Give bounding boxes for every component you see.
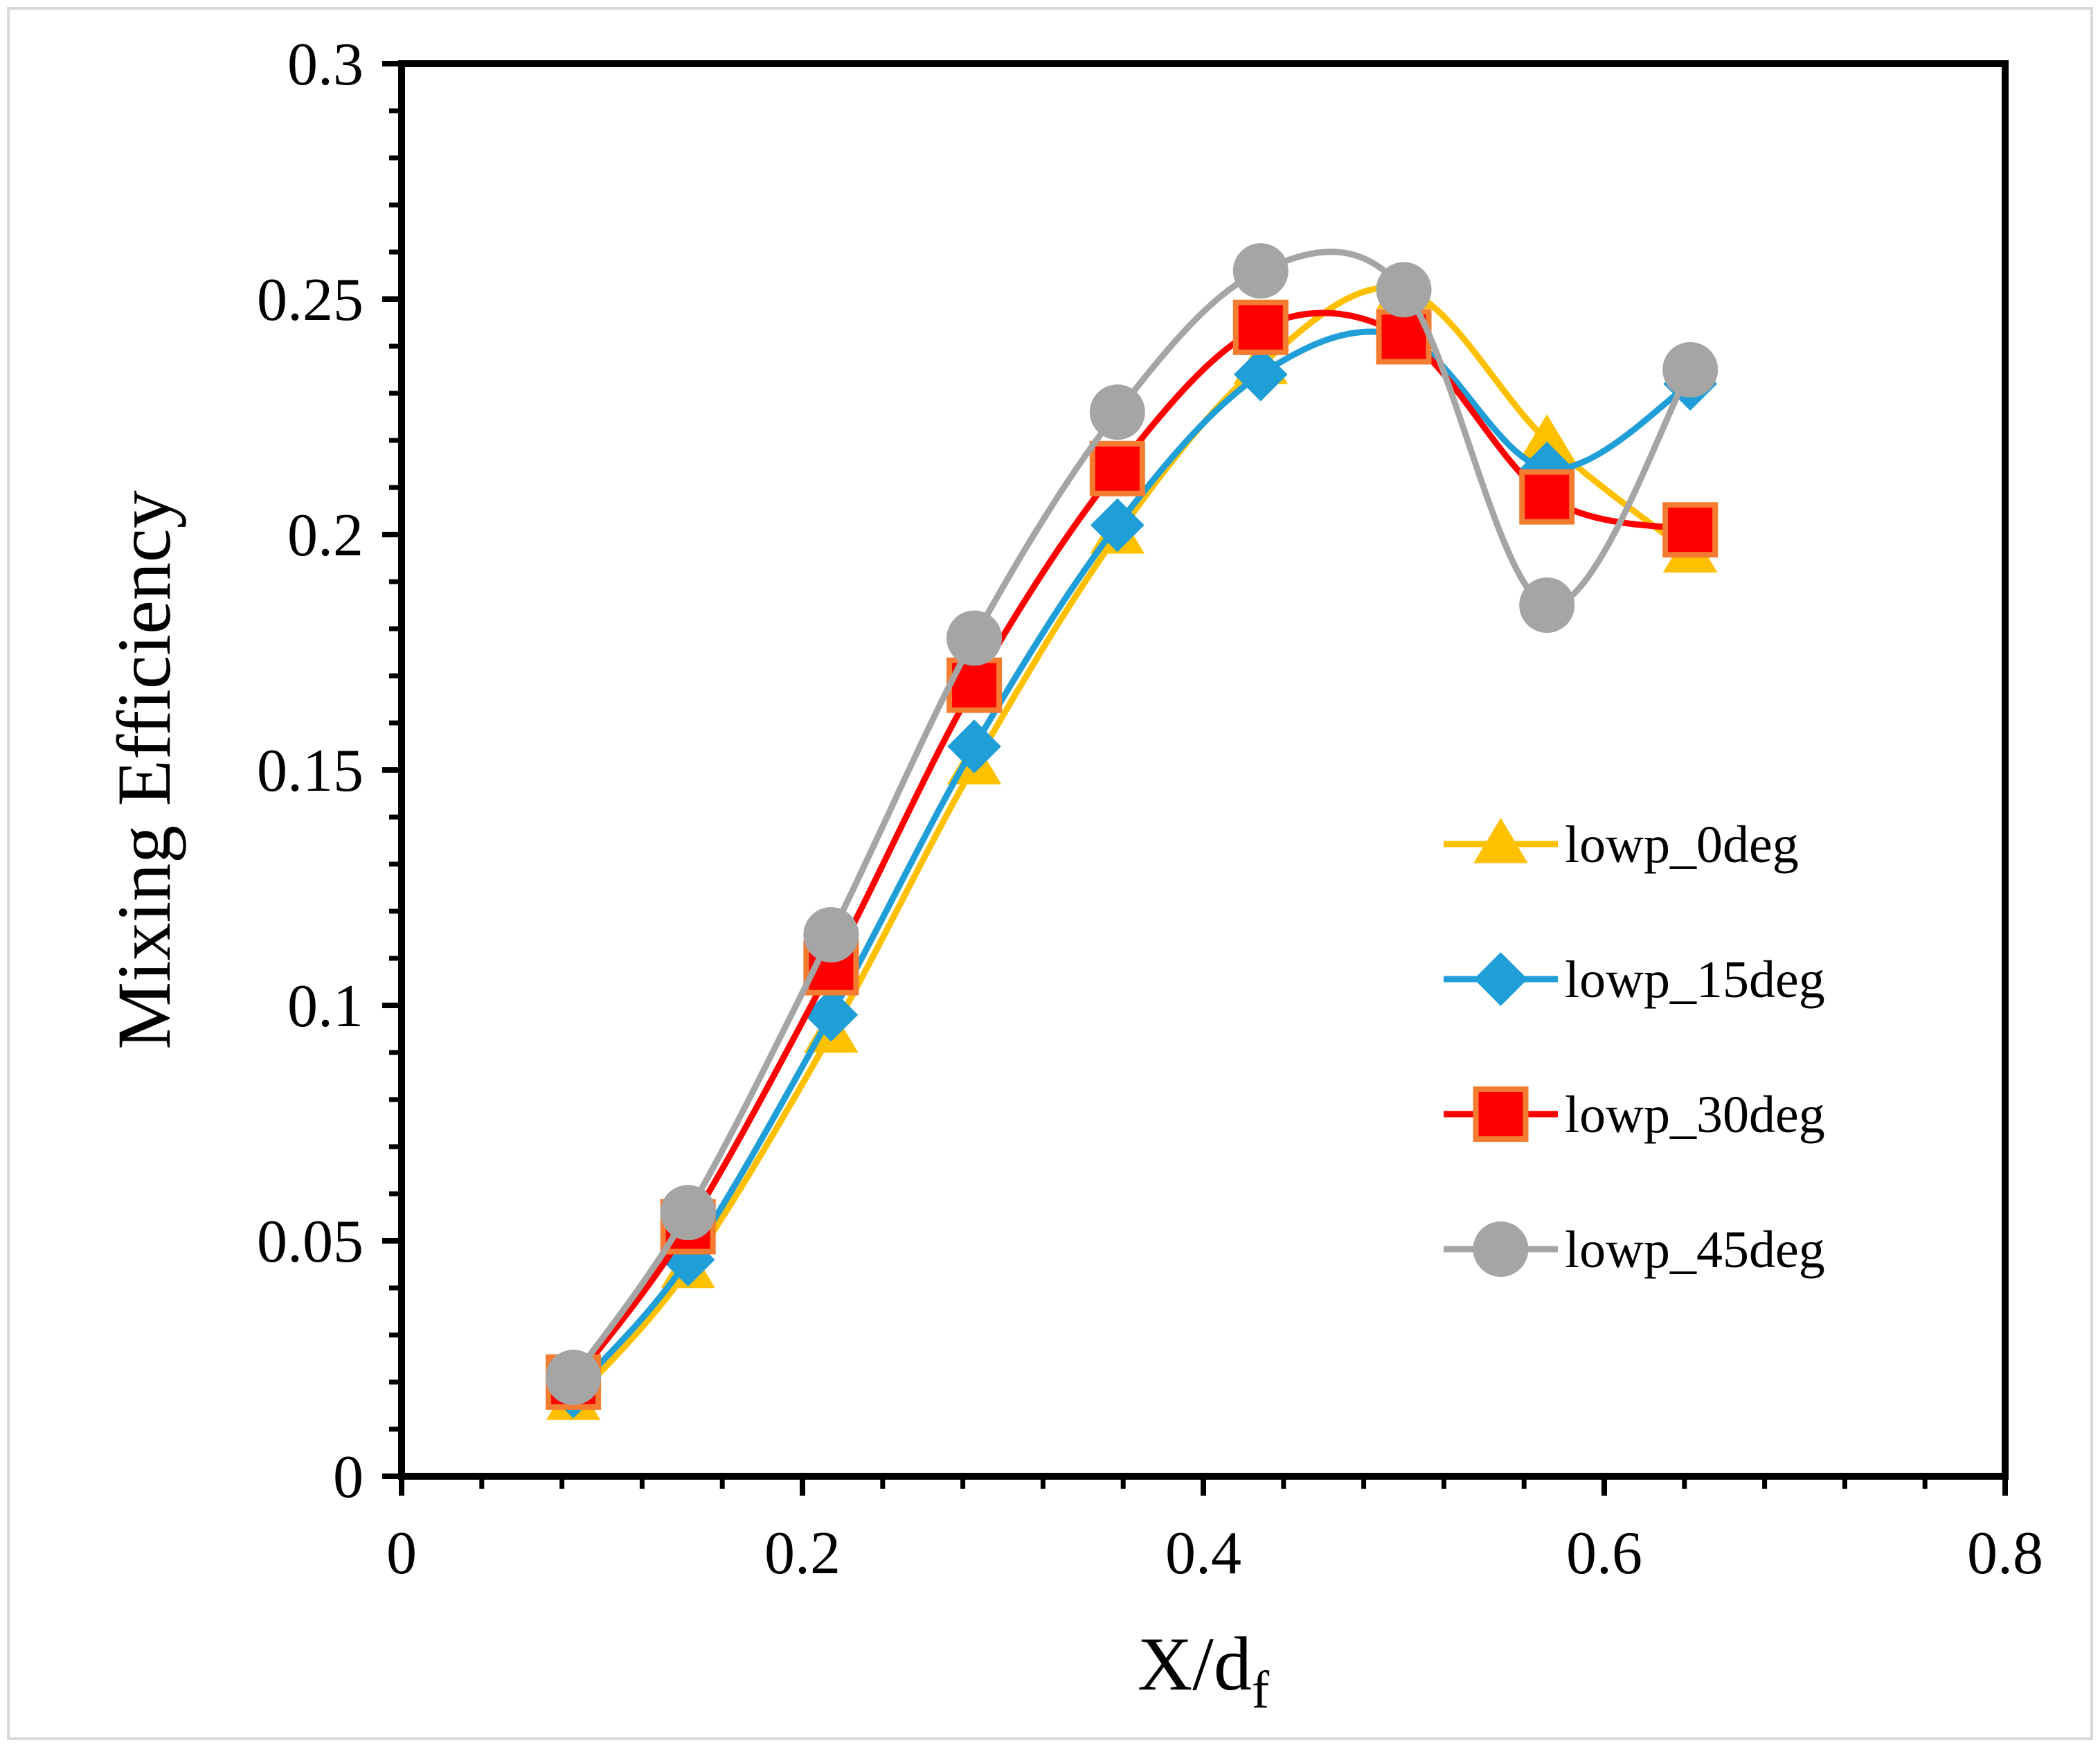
- data-point-lowp-30deg: [1089, 440, 1145, 496]
- legend-label-lowp-15deg: lowp_15deg: [1565, 951, 1825, 1009]
- data-point-lowp-30deg: [1662, 502, 1718, 558]
- y-tick-label: 0.25: [257, 267, 364, 334]
- series-line-lowp-0deg: [571, 284, 1692, 1404]
- x-tick-label: 0.2: [764, 1520, 841, 1587]
- data-point-lowp-15deg: [947, 719, 1001, 773]
- y-tick-label: 0.3: [287, 31, 364, 98]
- series-lowp-45deg: [546, 243, 1718, 1406]
- axis-ticks: [382, 61, 2008, 1496]
- data-point-lowp-15deg: [1233, 347, 1288, 402]
- legend-label-lowp-45deg: lowp_45deg: [1565, 1221, 1825, 1279]
- legend-item-lowp-15deg: lowp_15deg: [1444, 951, 1825, 1009]
- y-tick-label: 0.1: [287, 973, 364, 1040]
- y-tick-label: 0.15: [257, 737, 364, 805]
- data-point-lowp-45deg: [546, 1350, 602, 1406]
- data-point-lowp-45deg: [1376, 262, 1432, 318]
- series-group: [546, 243, 1718, 1420]
- x-axis-title-subscript: f: [1252, 1661, 1270, 1719]
- x-tick-labels: 0 0.2 0.4 0.6 0.8: [386, 1520, 2043, 1587]
- legend-marker-lowp-45deg: [1473, 1221, 1529, 1277]
- y-tick-label: 0.2: [287, 502, 364, 569]
- legend-label-lowp-30deg: lowp_30deg: [1565, 1086, 1825, 1144]
- legend-marker-lowp-15deg: [1473, 952, 1528, 1006]
- legend-marker-lowp-30deg: [1473, 1086, 1529, 1142]
- data-point-lowp-45deg: [660, 1185, 716, 1241]
- data-point-lowp-45deg: [946, 610, 1003, 666]
- y-tick-label: 0.05: [257, 1208, 364, 1275]
- data-point-lowp-15deg: [804, 987, 859, 1042]
- legend-label-lowp-0deg: lowp_0deg: [1565, 816, 1799, 874]
- data-point-lowp-15deg: [1090, 498, 1145, 553]
- x-axis-title: X/df: [1138, 1622, 1270, 1719]
- data-point-lowp-30deg: [1519, 469, 1575, 525]
- series-line-lowp-30deg: [571, 310, 1691, 1384]
- y-tick-labels: 0 0.05 0.1 0.15 0.2 0.25 0.3: [257, 31, 364, 1511]
- x-tick-label: 0.8: [1967, 1520, 2043, 1587]
- data-point-lowp-45deg: [1232, 243, 1289, 299]
- legend: lowp_0deg lowp_15deg lowp_30deg lowp_45deg: [1444, 816, 1825, 1279]
- legend-item-lowp-0deg: lowp_0deg: [1444, 816, 1799, 874]
- data-point-lowp-45deg: [1519, 577, 1575, 633]
- data-point-lowp-45deg: [1662, 342, 1718, 397]
- legend-item-lowp-45deg: lowp_45deg: [1444, 1221, 1825, 1279]
- legend-item-lowp-30deg: lowp_30deg: [1444, 1086, 1825, 1144]
- data-point-lowp-45deg: [803, 907, 859, 962]
- data-point-lowp-45deg: [1089, 384, 1145, 440]
- x-tick-label: 0: [386, 1520, 417, 1587]
- legend-marker-lowp-0deg: [1473, 818, 1528, 863]
- x-tick-label: 0.4: [1165, 1520, 1241, 1587]
- series-line-lowp-15deg: [571, 328, 1692, 1394]
- data-point-lowp-30deg: [1232, 299, 1289, 355]
- x-tick-label: 0.6: [1566, 1520, 1642, 1587]
- y-tick-label: 0: [333, 1444, 364, 1511]
- y-axis-title: Mixing Efficiency: [102, 490, 186, 1050]
